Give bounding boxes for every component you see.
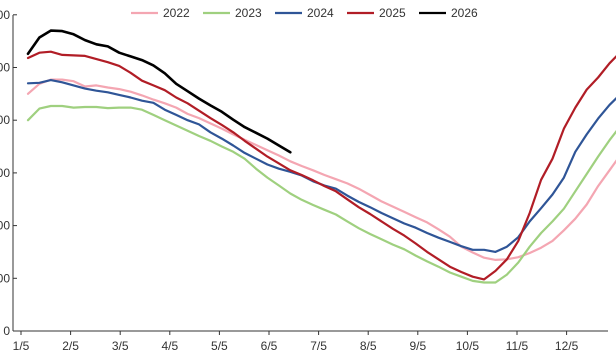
legend-label: 2023: [235, 6, 262, 20]
series-line-2025: [26, 50, 616, 281]
x-tick-label: 1/5: [13, 339, 30, 353]
y-axis: 0000000000000: [0, 8, 17, 338]
x-tick-label: 6/5: [261, 339, 278, 353]
y-tick-label: 00: [0, 219, 10, 233]
x-tick-label: 9/5: [409, 339, 426, 353]
y-tick-label: 00: [0, 166, 10, 180]
x-tick-label: 8/5: [360, 339, 377, 353]
x-tick-label: 4/5: [161, 339, 178, 353]
x-tick-label: 12/5: [555, 339, 579, 353]
series-group: [26, 29, 616, 284]
legend-item-2026: 2026: [419, 6, 478, 20]
legend-item-2023: 2023: [203, 6, 262, 20]
y-tick-label: 0: [3, 324, 10, 338]
chart-legend: 2022 2023 2024 2025 2026: [131, 6, 478, 20]
x-tick-label: 5/5: [211, 339, 228, 353]
x-axis: 1/5 2/5 3/5 4/5 5/5 6/5 7/5 8/5 9/5 10/5 11/5 12/5: [13, 330, 608, 353]
series-line-2022: [26, 78, 616, 261]
series-line-2026: [26, 29, 292, 154]
legend-label: 2025: [379, 6, 406, 20]
legend-item-2024: 2024: [275, 6, 334, 20]
series-line-2024: [26, 78, 616, 253]
legend-label: 2022: [163, 6, 190, 20]
x-tick-label: 2/5: [62, 339, 79, 353]
legend-label: 2024: [307, 6, 334, 20]
legend-item-2022: 2022: [131, 6, 190, 20]
y-tick-label: 00: [0, 113, 10, 127]
y-tick-label: 00: [0, 61, 10, 75]
x-tick-label: 7/5: [310, 339, 327, 353]
legend-label: 2026: [451, 6, 478, 20]
y-tick-label: 00: [0, 271, 10, 285]
series-line-2023: [26, 104, 616, 284]
y-tick-label: 00: [0, 8, 10, 22]
x-tick-label: 10/5: [456, 339, 480, 353]
legend-item-2025: 2025: [347, 6, 406, 20]
x-tick-label: 3/5: [112, 339, 129, 353]
x-tick-label: 11/5: [506, 339, 529, 353]
